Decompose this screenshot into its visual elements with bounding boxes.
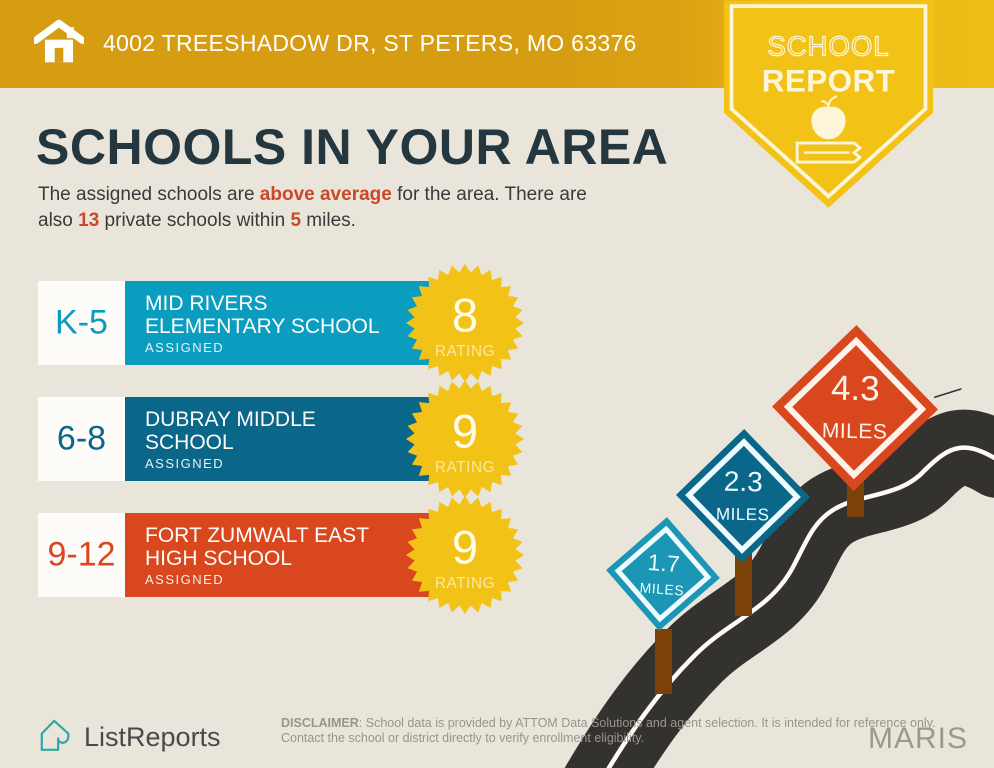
svg-text:MILES: MILES — [716, 505, 770, 525]
svg-text:MILES: MILES — [822, 419, 888, 443]
svg-text:1.7: 1.7 — [647, 549, 681, 577]
svg-text:4.3: 4.3 — [831, 369, 880, 409]
svg-text:MILES: MILES — [639, 579, 685, 598]
svg-text:2.3: 2.3 — [724, 466, 763, 498]
